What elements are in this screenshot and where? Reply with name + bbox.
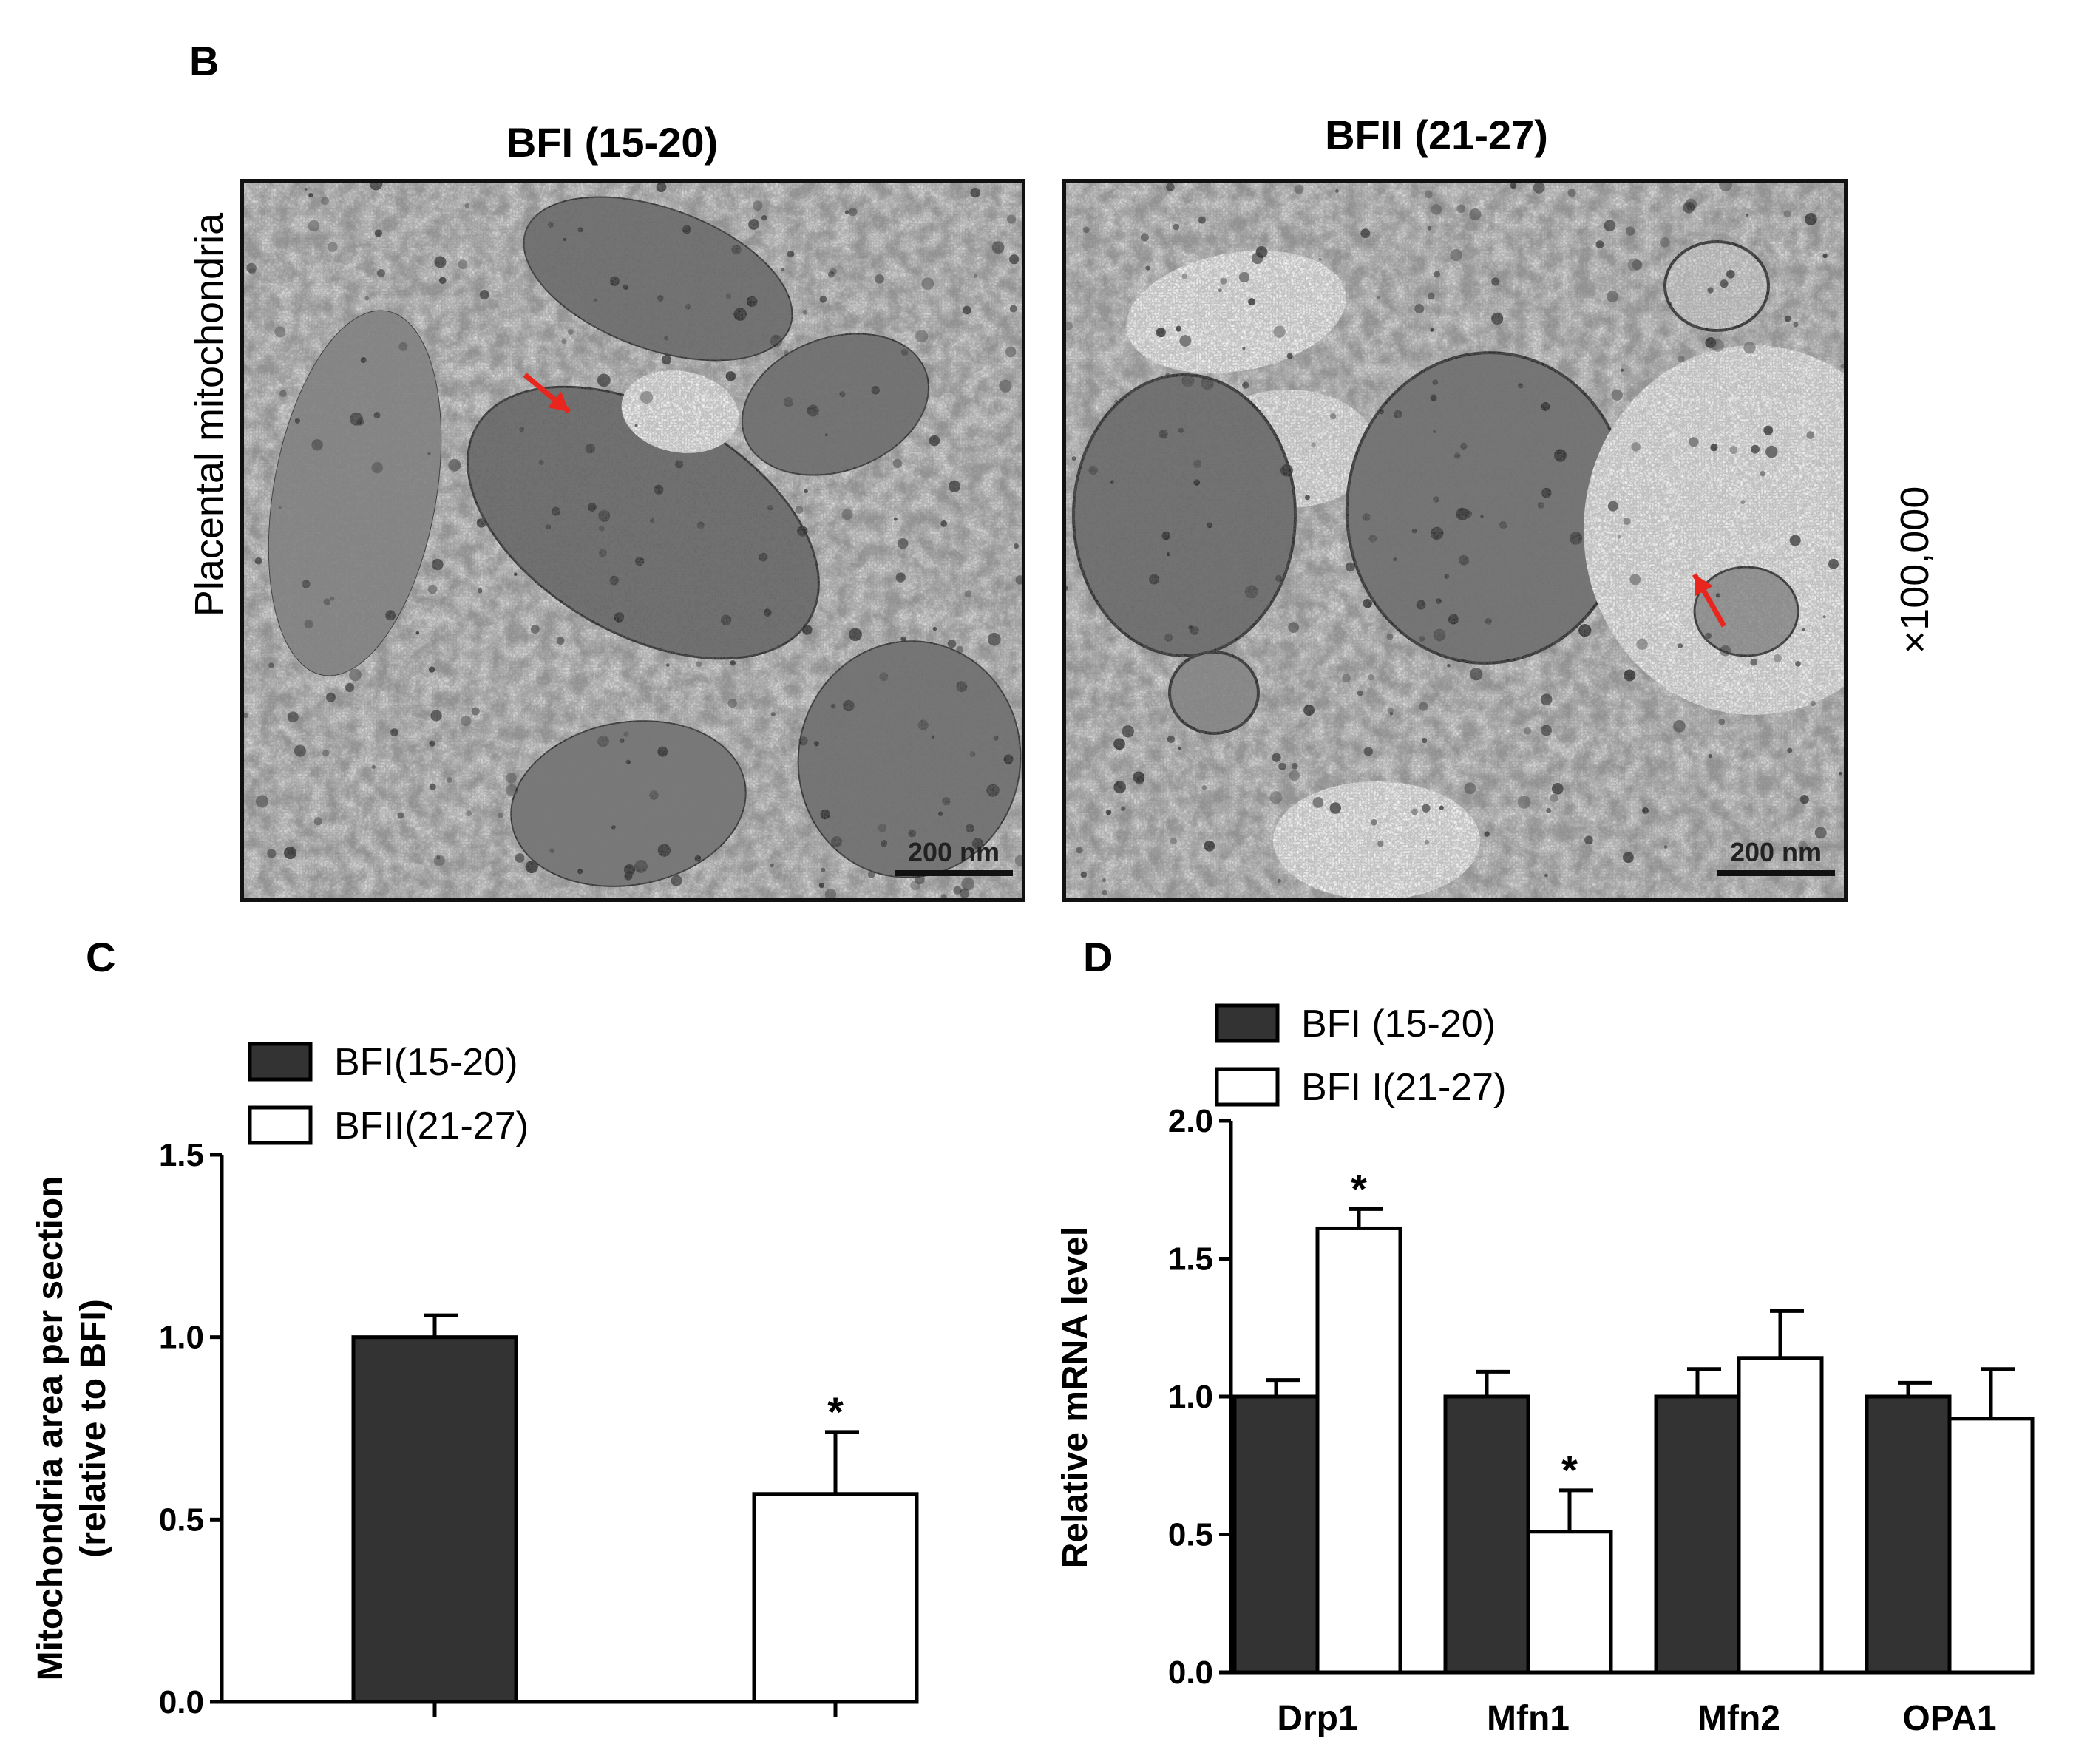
y-tick-label: 2.0 — [1168, 1103, 1213, 1139]
bar — [752, 1492, 919, 1704]
bar — [1947, 1417, 2035, 1675]
scale-bar — [1717, 870, 1835, 876]
micrograph-bfii: 200 nm — [1066, 183, 1844, 898]
y-tick-label: 0.0 — [159, 1684, 204, 1720]
legend-swatch — [1215, 1067, 1280, 1107]
bar — [1865, 1394, 1952, 1675]
legend-label: BFI(15-20) — [334, 1041, 518, 1084]
significance-mark: * — [1561, 1447, 1578, 1493]
x-tick-label: Mfn2 — [1697, 1699, 1780, 1738]
scale-bar-label: 200 nm — [908, 837, 1000, 867]
arrow-head — [1695, 574, 1714, 597]
y-tick-label: 1.5 — [159, 1137, 204, 1173]
y-tick-label: 1.0 — [1168, 1379, 1213, 1415]
legend-swatch — [248, 1042, 313, 1082]
micrograph-grain — [1066, 183, 1844, 898]
scale-bar — [895, 870, 1013, 876]
micrograph-grain — [244, 183, 1022, 898]
y-tick-label: 0.0 — [1168, 1655, 1213, 1691]
y-axis-label: (relative to BFI) — [74, 1299, 113, 1557]
bar — [1315, 1226, 1402, 1675]
panel-letter-b: B — [189, 38, 220, 84]
legend-label: BFI (15-20) — [1301, 1003, 1496, 1045]
y-tick-label: 0.5 — [159, 1502, 204, 1538]
chart-d: 0.0 0.5 1.0 1.5 2.0 Relative mRNA level Drp1 Mf… — [1056, 1003, 2035, 1738]
bar — [1737, 1356, 1824, 1675]
significance-mark: * — [827, 1388, 844, 1435]
legend-swatch — [1215, 1003, 1280, 1043]
bar — [1443, 1394, 1530, 1675]
row-label: Placental mitochondria — [187, 212, 231, 617]
x-tick-label: Mfn1 — [1487, 1699, 1570, 1738]
legend-swatch — [248, 1105, 313, 1145]
scale-bar-label: 200 nm — [1730, 837, 1822, 867]
y-tick-label: 1.5 — [1168, 1241, 1213, 1278]
chart-c: 0.0 0.5 1.0 1.5 Mitochondria area per sectio… — [31, 1041, 919, 1720]
arrow-head — [548, 391, 569, 412]
bar — [351, 1335, 518, 1704]
y-axis-label: Relative mRNA level — [1056, 1227, 1095, 1568]
legend-label: BFII(21-27) — [334, 1105, 529, 1147]
em-title-bfii: BFII (21-27) — [1325, 112, 1548, 158]
bar — [1654, 1394, 1741, 1675]
magnification-label: ×100,000 — [1893, 486, 1937, 654]
micrograph-bfi: 200 nm — [244, 183, 1022, 898]
x-tick-label: OPA1 — [1902, 1699, 1996, 1738]
y-tick-label: 1.0 — [159, 1320, 204, 1356]
bar — [1526, 1530, 1613, 1675]
em-title-bfi: BFI (15-20) — [506, 119, 719, 166]
significance-mark: * — [1351, 1165, 1367, 1212]
x-tick-label: Drp1 — [1277, 1699, 1357, 1738]
y-axis-label: Mitochondria area per section — [31, 1176, 70, 1681]
em-image-bfii: 200 nm — [1062, 179, 1848, 902]
bar — [1232, 1394, 1320, 1675]
legend-label: BFI I(21-27) — [1301, 1066, 1506, 1109]
em-image-bfi: 200 nm — [240, 179, 1025, 902]
panel-letter-c: C — [86, 934, 116, 980]
panel-letter-d: D — [1083, 934, 1113, 980]
y-tick-label: 0.5 — [1168, 1517, 1213, 1553]
